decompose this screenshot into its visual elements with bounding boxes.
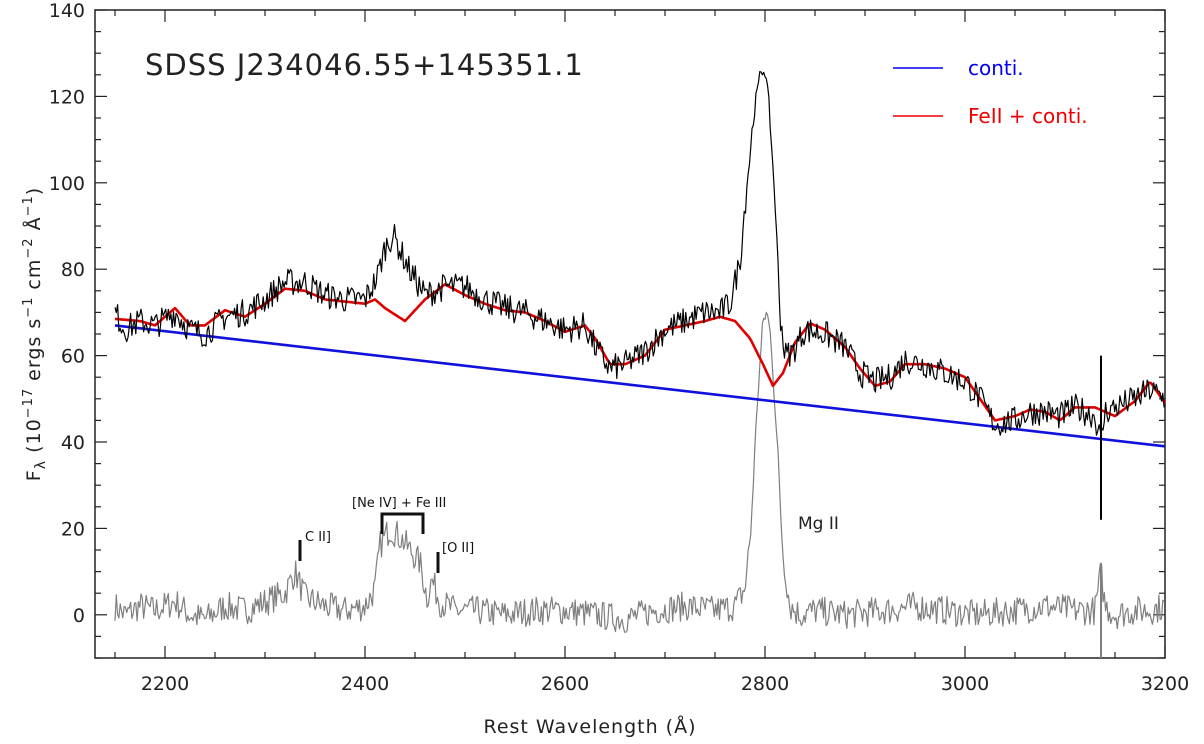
y-label-symbol: F [23,469,45,481]
x-tick-label: 3200 [1141,673,1189,695]
tick-labels: 2200 2400 2600 2800 3000 3200 0 20 40 60 80 100 120 1… [49,0,1189,695]
y-tick-label: 0 [73,605,85,627]
y-label-mid3: Å [22,216,45,237]
y-label-mid2: cm [23,259,45,297]
series-line-conti [114,324,1166,448]
annotation-o-ii: [O II] [442,541,474,556]
x-tick-label: 2200 [141,673,189,695]
y-tick-label: 140 [49,0,85,22]
annotation-mg-ii: Mg II [798,514,839,534]
annotation-ne-iv: [Ne IV] + Fe III [352,496,446,511]
y-tick-label: 20 [61,518,85,540]
chart-title: SDSS J234046.55+145351.1 [145,48,584,82]
y-label-close: ) [23,187,45,195]
y-label-symbol-sub: λ [33,460,49,469]
annotation-layer: C II] [Ne IV] + Fe III [O II] Mg II [298,496,839,573]
y-tick-label: 100 [49,173,85,195]
x-tick-label: 3000 [941,673,989,695]
y-label-exp4: −1 [21,195,36,216]
series-layer [114,70,1167,633]
y-tick-label: 120 [49,86,85,108]
y-label-exp3: −2 [21,237,36,258]
series-line-spectrum [114,70,1165,436]
x-axis-label: Rest Wavelength (Å) [484,715,697,738]
y-label-open: (10 [23,418,45,453]
y-axis-label-text: Fλ (10−17 ergs s−1 cm−2 Å−1) [21,187,49,481]
x-tick-label: 2400 [341,673,389,695]
legend-label-conti: conti. [968,56,1024,80]
series-line-residual [114,311,1165,633]
ne-iv-bracket [380,512,425,534]
y-tick-label: 60 [61,346,85,368]
y-axis-label: Fλ (10−17 ergs s−1 cm−2 Å−1) [21,187,49,481]
x-tick-label: 2600 [541,673,589,695]
y-tick-label: 40 [61,432,85,454]
legend-label-feii: FeII + conti. [968,104,1088,128]
annotation-c-ii: C II] [305,530,331,545]
legend: conti. FeII + conti. [893,56,1088,128]
x-tick-label: 2800 [741,673,789,695]
y-label-mid: ergs s [23,318,45,388]
y-label-exp2: −1 [21,297,36,318]
y-tick-label: 80 [61,259,85,281]
y-label-exp1: −17 [21,388,36,418]
tick-marks [95,9,1166,659]
